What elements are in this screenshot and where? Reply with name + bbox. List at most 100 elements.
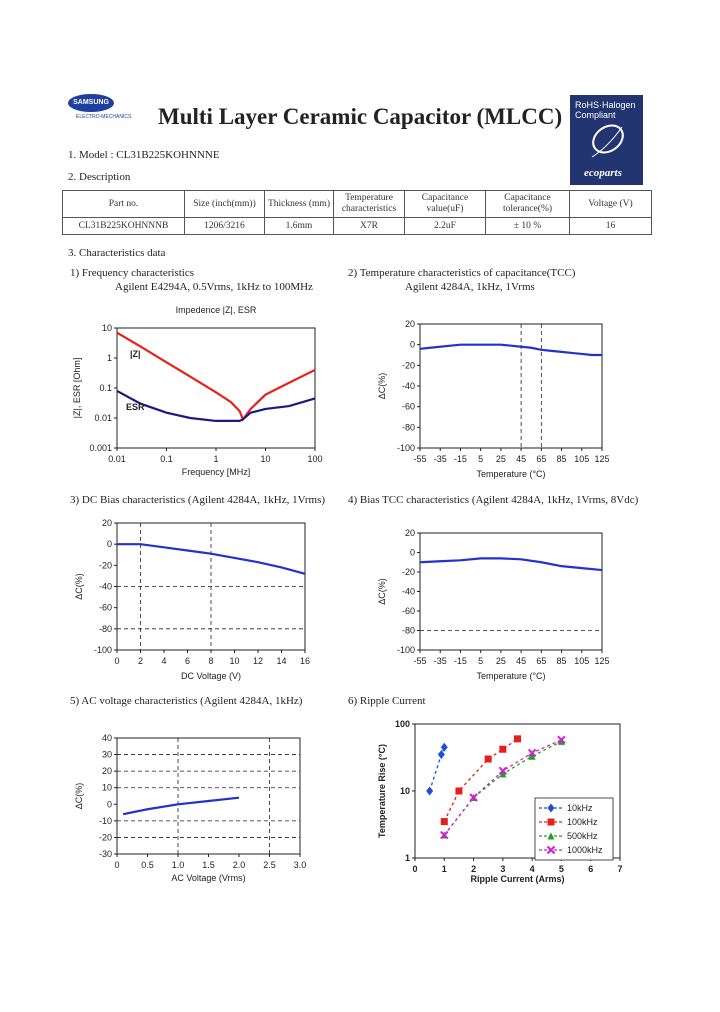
y-tick-label: 0 (410, 340, 415, 350)
y-tick-label: 1 (405, 853, 410, 863)
x-axis-label: Temperature (°C) (476, 671, 545, 681)
y-tick-label: -30 (99, 849, 112, 859)
x-tick-label: 14 (276, 656, 286, 666)
y-tick-label: 10 (102, 783, 112, 793)
series-line (116, 389, 316, 423)
y-axis-label: ΔC(%) (377, 578, 387, 605)
x-tick-label: 12 (253, 656, 263, 666)
series-label: ESR (126, 402, 145, 412)
marker (528, 752, 536, 760)
marker (527, 748, 537, 758)
chart-title: 3) DC Bias characteristics (Agilent 4284… (70, 494, 325, 506)
x-tick-label: 0 (114, 656, 119, 666)
y-tick-label: -100 (94, 645, 112, 655)
x-tick-label: 4 (530, 864, 535, 874)
y-tick-label: -40 (402, 381, 415, 391)
x-tick-label: 6 (588, 864, 593, 874)
x-tick-label: 105 (574, 454, 589, 464)
y-axis-label: ΔC(%) (74, 573, 84, 600)
section-heading: 3. Characteristics data (68, 247, 166, 259)
chart-title: 5) AC voltage characteristics (Agilent 4… (70, 695, 303, 707)
legend-label: 10kHz (567, 803, 593, 813)
y-tick-label: 0 (107, 799, 112, 809)
x-tick-label: -35 (434, 656, 447, 666)
y-tick-label: 20 (405, 528, 415, 538)
x-tick-label: 1.0 (172, 860, 185, 870)
plot-frame (116, 327, 316, 449)
x-tick-label: -15 (454, 656, 467, 666)
y-tick-label: 30 (102, 750, 112, 760)
badge-brand: ecoparts (584, 167, 622, 179)
y-tick-label: -40 (402, 587, 415, 597)
marker (426, 786, 434, 796)
y-axis-label: Temperature Rise (°C) (377, 744, 387, 838)
column-header: Temperature characteristics (333, 190, 405, 218)
model: 1. Model : CL31B225KOHNNNE (68, 149, 220, 161)
y-tick-label: 0.001 (89, 443, 112, 453)
x-tick-label: 0.1 (160, 454, 173, 464)
marker (499, 745, 507, 753)
x-tick-label: 25 (496, 656, 506, 666)
marker (514, 735, 521, 743)
x-axis-label: Frequency [MHz] (182, 467, 251, 477)
x-tick-label: 8 (208, 656, 213, 666)
x-tick-label: 105 (574, 656, 589, 666)
marker (547, 832, 555, 840)
chart-title: 4) Bias TCC characteristics (Agilent 428… (348, 494, 639, 506)
x-tick-label: 2 (138, 656, 143, 666)
marker (440, 818, 448, 826)
x-tick-label: 5 (559, 864, 564, 874)
legend-label: 100kHz (567, 817, 598, 827)
x-tick-label: 25 (496, 454, 506, 464)
plot-frame (419, 532, 603, 651)
y-tick-label: -80 (402, 422, 415, 432)
marker (440, 830, 449, 840)
cell: 16 (569, 217, 652, 235)
marker (557, 735, 566, 745)
x-tick-label: 125 (594, 454, 609, 464)
y-tick-label: 0.1 (99, 383, 112, 393)
x-tick-label: 10 (260, 454, 270, 464)
y-axis-label: ΔC(%) (377, 373, 387, 400)
y-tick-label: -100 (397, 443, 415, 453)
marker (498, 766, 508, 776)
series-label: |Z| (130, 349, 141, 359)
y-tick-label: 20 (405, 319, 415, 329)
column-header: Voltage (V) (569, 190, 652, 218)
x-tick-label: -55 (413, 656, 426, 666)
x-tick-label: 10 (229, 656, 239, 666)
data-row: CL31B225KOHNNNB 1206/3216 1.6mm X7R 2.2u… (62, 217, 652, 235)
y-axis-label: ΔC(%) (74, 783, 84, 810)
y-tick-label: 1 (107, 353, 112, 363)
x-tick-label: 1 (442, 864, 447, 874)
header-row: Part no. Size (inch(mm)) Thickness (mm) … (62, 190, 652, 218)
x-tick-label: 45 (516, 656, 526, 666)
y-tick-label: -80 (99, 624, 112, 634)
series-line (122, 796, 240, 816)
y-tick-label: 20 (102, 766, 112, 776)
x-tick-label: 1.5 (202, 860, 215, 870)
x-tick-label: 16 (300, 656, 310, 666)
marker (469, 793, 478, 802)
series-line (419, 343, 602, 357)
x-tick-label: -15 (454, 454, 467, 464)
x-tick-label: 0.01 (108, 454, 126, 464)
marker (547, 803, 555, 813)
page-title: Multi Layer Ceramic Capacitor (MLCC) (158, 104, 563, 129)
plot-title: Impedence |Z|, ESR (176, 305, 257, 315)
x-tick-label: 65 (536, 656, 546, 666)
x-tick-label: 65 (536, 454, 546, 464)
x-tick-label: -55 (413, 454, 426, 464)
x-tick-label: 125 (594, 656, 609, 666)
series-line (419, 557, 603, 572)
y-tick-label: -20 (402, 567, 415, 577)
marker (440, 742, 448, 752)
column-header: Part no. (62, 190, 185, 218)
logo: SAMSUNG (68, 94, 114, 112)
marker (484, 755, 492, 763)
legend-label: 1000kHz (567, 845, 603, 855)
y-tick-label: -60 (99, 603, 112, 613)
marker (546, 845, 556, 855)
marker (547, 818, 555, 826)
